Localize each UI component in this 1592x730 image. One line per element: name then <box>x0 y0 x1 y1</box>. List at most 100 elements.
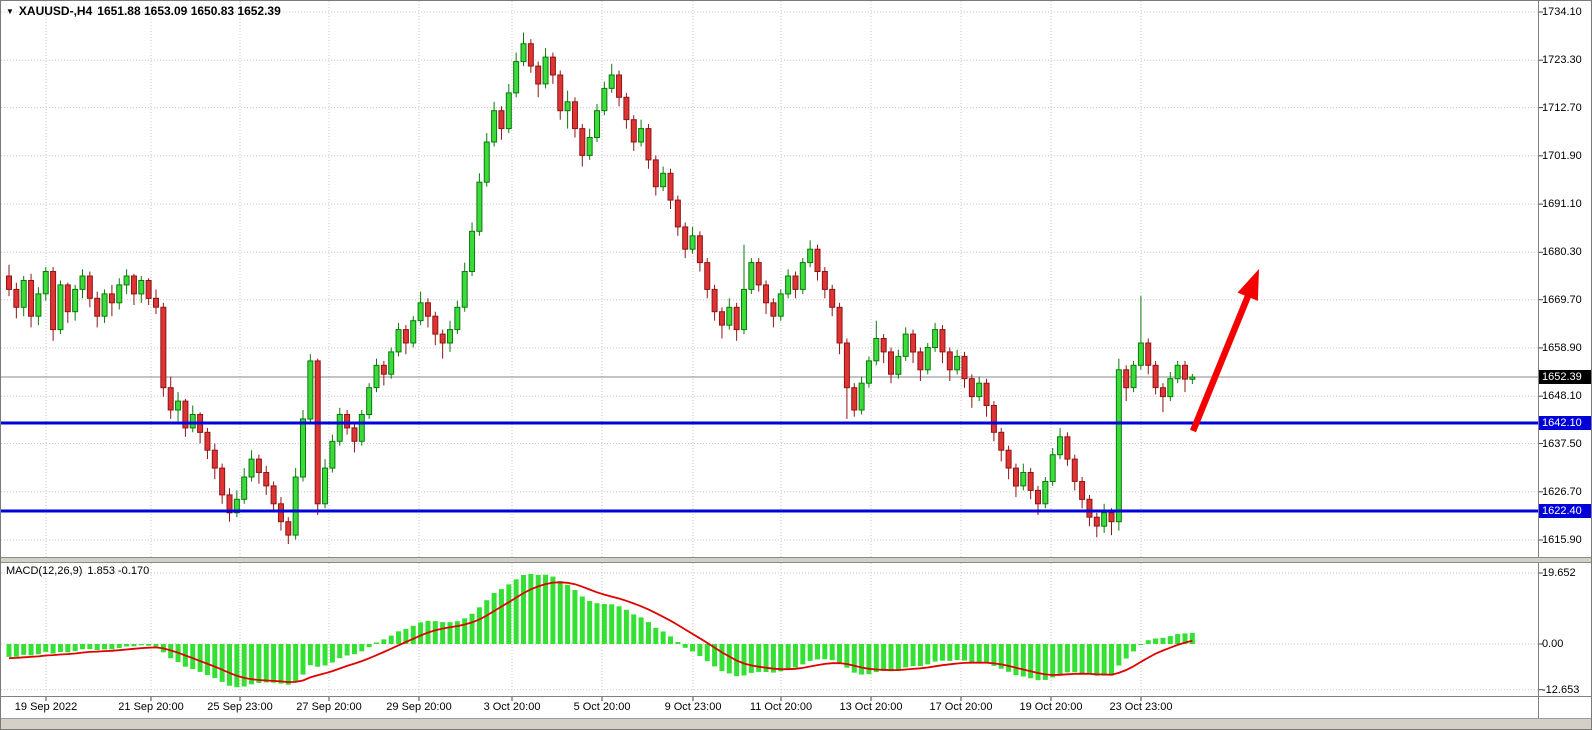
candle-body <box>968 378 975 398</box>
chart-title: ▼ XAUUSD-,H4 1651.88 1653.09 1650.83 1652.… <box>6 4 286 18</box>
candle-body <box>57 284 64 331</box>
candle-body <box>322 467 329 505</box>
candle-body <box>505 92 512 130</box>
candle-body <box>454 306 461 331</box>
candle-body <box>307 360 314 420</box>
macd-histogram-bar <box>1006 644 1012 672</box>
macd-histogram-bar <box>102 644 108 650</box>
support-price-tag: 1622.40 <box>1539 504 1591 518</box>
macd-histogram-bar <box>962 644 967 661</box>
candle-body <box>483 141 490 183</box>
macd-histogram-bar <box>521 575 526 644</box>
candle-body <box>917 351 924 371</box>
macd-histogram-bar <box>57 644 63 652</box>
macd-histogram-bar <box>528 573 534 644</box>
candle-body <box>160 306 167 389</box>
price-axis-label: 1637.50 <box>1542 438 1582 450</box>
candle-body <box>329 440 336 469</box>
candle-body <box>1130 364 1137 389</box>
macd-histogram-bar <box>778 644 784 672</box>
price-axis-label: 1680.30 <box>1542 246 1582 258</box>
macd-histogram-bar <box>741 644 747 676</box>
time-axis-label: 3 Oct 20:00 <box>483 701 541 713</box>
candle-body <box>314 360 321 505</box>
candle-body <box>336 414 343 442</box>
macd-histogram-bar <box>72 644 78 652</box>
macd-histogram-bar <box>748 644 754 673</box>
macd-histogram-bar <box>476 607 482 644</box>
candle-body <box>432 315 439 335</box>
candle-body <box>182 400 189 429</box>
trend-arrow-shaft[interactable] <box>1189 286 1255 433</box>
candle-body <box>167 387 174 411</box>
candle-body <box>564 101 571 112</box>
candle-body <box>741 288 747 331</box>
candle-body <box>939 329 946 353</box>
macd-histogram-bar <box>1050 644 1056 678</box>
candle-body <box>1064 436 1071 460</box>
time-axis-label: 13 Oct 20:00 <box>839 701 903 713</box>
macd-histogram-bar <box>28 644 34 656</box>
macd-histogram-bar <box>271 644 277 683</box>
macd-histogram-bar <box>660 631 666 644</box>
candle-body <box>255 458 262 474</box>
candle-body <box>123 275 130 286</box>
macd-histogram-bar <box>80 644 85 650</box>
candle-body <box>1035 489 1041 505</box>
candle-body <box>807 248 814 264</box>
candle-body <box>248 458 255 478</box>
macd-histogram-bar <box>800 644 806 665</box>
trend-arrow-head[interactable] <box>1237 269 1260 301</box>
macd-histogram-bar <box>991 644 997 666</box>
macd-histogram-bar <box>609 604 615 644</box>
chart-dropdown-icon[interactable]: ▼ <box>6 7 14 17</box>
price-axis-label: 1701.90 <box>1542 150 1582 162</box>
candle-body <box>1005 449 1012 469</box>
macd-histogram-bar <box>543 574 549 644</box>
panel-divider[interactable] <box>1 557 1591 563</box>
macd-histogram-bar <box>1035 644 1041 681</box>
macd-histogram-bar <box>645 622 651 644</box>
macd-histogram-bar <box>822 644 828 660</box>
candle-body <box>682 226 689 250</box>
macd-histogram-bar <box>403 628 409 644</box>
bottom-scrollbar-area[interactable] <box>1 718 1591 729</box>
macd-histogram-bar <box>1131 644 1137 652</box>
macd-histogram-bar <box>1145 640 1151 644</box>
candle-body <box>630 119 637 143</box>
macd-histogram-bar <box>337 644 343 659</box>
macd-histogram-bar <box>351 644 357 655</box>
candle-body <box>932 329 939 349</box>
macd-histogram-bar <box>1072 644 1078 673</box>
candle-body <box>652 159 659 188</box>
candle-body <box>1182 364 1188 380</box>
macd-histogram-bar <box>631 614 637 644</box>
candle-body <box>888 351 894 375</box>
candle-body <box>424 302 431 317</box>
price-axis-label: 1658.90 <box>1542 342 1582 354</box>
candle-body <box>542 56 549 85</box>
macd-histogram-bar <box>925 644 931 665</box>
candle-body <box>1071 458 1078 482</box>
macd-histogram-bar <box>249 644 255 685</box>
candle-body <box>108 293 115 304</box>
candle-body <box>777 293 784 317</box>
candle-body <box>6 275 12 290</box>
candle-body <box>1049 454 1056 483</box>
macd-histogram-bar <box>851 644 857 673</box>
price-axis-label: 1648.10 <box>1542 390 1582 402</box>
macd-histogram-bar <box>557 581 563 644</box>
macd-histogram-bar <box>1013 644 1019 676</box>
macd-histogram-bar <box>293 644 299 682</box>
candle-body <box>829 288 836 308</box>
candle-body <box>1093 516 1100 527</box>
macd-histogram-bar <box>87 644 93 650</box>
macd-histogram-bar <box>204 644 210 675</box>
macd-histogram-bar <box>837 644 843 663</box>
time-axis-label: 11 Oct 20:00 <box>749 701 813 713</box>
candle-body <box>836 306 843 344</box>
candle-body <box>843 342 850 389</box>
price-axis-label: 1723.30 <box>1542 54 1582 66</box>
candle-body <box>189 414 196 429</box>
